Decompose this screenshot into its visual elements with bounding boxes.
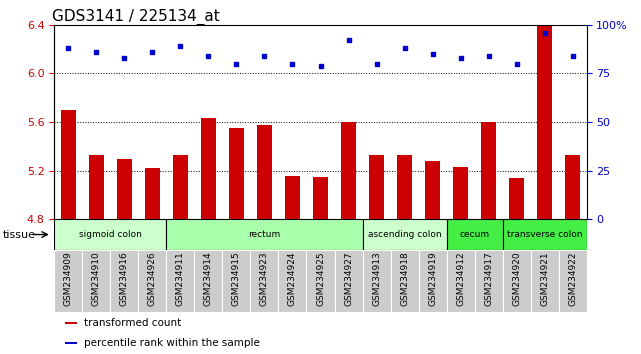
Bar	[447, 250, 474, 312]
Bar	[397, 155, 412, 219]
Text: GSM234920: GSM234920	[512, 251, 521, 306]
Bar	[509, 178, 524, 219]
Bar	[474, 250, 503, 312]
Bar	[558, 250, 587, 312]
Bar	[447, 219, 503, 250]
Text: GSM234924: GSM234924	[288, 251, 297, 306]
Bar	[453, 167, 468, 219]
Text: GSM234910: GSM234910	[92, 251, 101, 306]
Text: GSM234915: GSM234915	[232, 251, 241, 306]
Bar	[110, 250, 138, 312]
Bar	[54, 250, 83, 312]
Bar	[419, 250, 447, 312]
Bar	[257, 125, 272, 219]
Bar	[167, 250, 194, 312]
Text: GSM234918: GSM234918	[400, 251, 409, 306]
Text: rectum: rectum	[248, 230, 281, 239]
Bar	[145, 169, 160, 219]
Bar	[117, 159, 132, 219]
Bar	[369, 155, 384, 219]
Text: GSM234916: GSM234916	[120, 251, 129, 306]
Text: GSM234925: GSM234925	[316, 251, 325, 306]
Text: GSM234913: GSM234913	[372, 251, 381, 306]
Text: GSM234921: GSM234921	[540, 251, 549, 306]
Bar	[481, 122, 496, 219]
Bar	[425, 161, 440, 219]
Text: transverse colon: transverse colon	[507, 230, 582, 239]
Bar	[251, 250, 278, 312]
Text: sigmoid colon: sigmoid colon	[79, 230, 142, 239]
Bar	[503, 250, 531, 312]
Bar	[222, 250, 251, 312]
Text: GSM234923: GSM234923	[260, 251, 269, 306]
Bar	[83, 250, 110, 312]
Bar	[61, 110, 76, 219]
Text: GSM234926: GSM234926	[148, 251, 157, 306]
Bar	[390, 250, 419, 312]
Bar	[363, 250, 390, 312]
Bar	[285, 176, 300, 219]
Text: GDS3141 / 225134_at: GDS3141 / 225134_at	[52, 8, 220, 25]
Text: tissue: tissue	[3, 229, 36, 240]
Text: GSM234917: GSM234917	[484, 251, 493, 306]
Bar	[503, 219, 587, 250]
Bar	[201, 119, 216, 219]
Bar	[65, 322, 77, 324]
Bar	[65, 342, 77, 344]
Bar	[138, 250, 167, 312]
Bar	[229, 128, 244, 219]
Text: GSM234912: GSM234912	[456, 251, 465, 306]
Text: GSM234927: GSM234927	[344, 251, 353, 306]
Bar	[341, 122, 356, 219]
Text: ascending colon: ascending colon	[368, 230, 441, 239]
Bar	[306, 250, 335, 312]
Bar	[313, 177, 328, 219]
Bar	[531, 250, 558, 312]
Text: GSM234919: GSM234919	[428, 251, 437, 306]
Text: GSM234909: GSM234909	[64, 251, 73, 306]
Text: percentile rank within the sample: percentile rank within the sample	[84, 338, 260, 348]
Bar	[89, 155, 104, 219]
Bar	[167, 219, 363, 250]
Text: GSM234922: GSM234922	[568, 251, 577, 306]
Bar	[537, 25, 552, 219]
Bar	[173, 155, 188, 219]
Bar	[335, 250, 363, 312]
Bar	[565, 155, 580, 219]
Bar	[278, 250, 306, 312]
Bar	[363, 219, 447, 250]
Text: GSM234911: GSM234911	[176, 251, 185, 306]
Bar	[54, 219, 167, 250]
Text: GSM234914: GSM234914	[204, 251, 213, 306]
Text: cecum: cecum	[460, 230, 490, 239]
Text: transformed count: transformed count	[84, 318, 181, 328]
Bar	[194, 250, 222, 312]
